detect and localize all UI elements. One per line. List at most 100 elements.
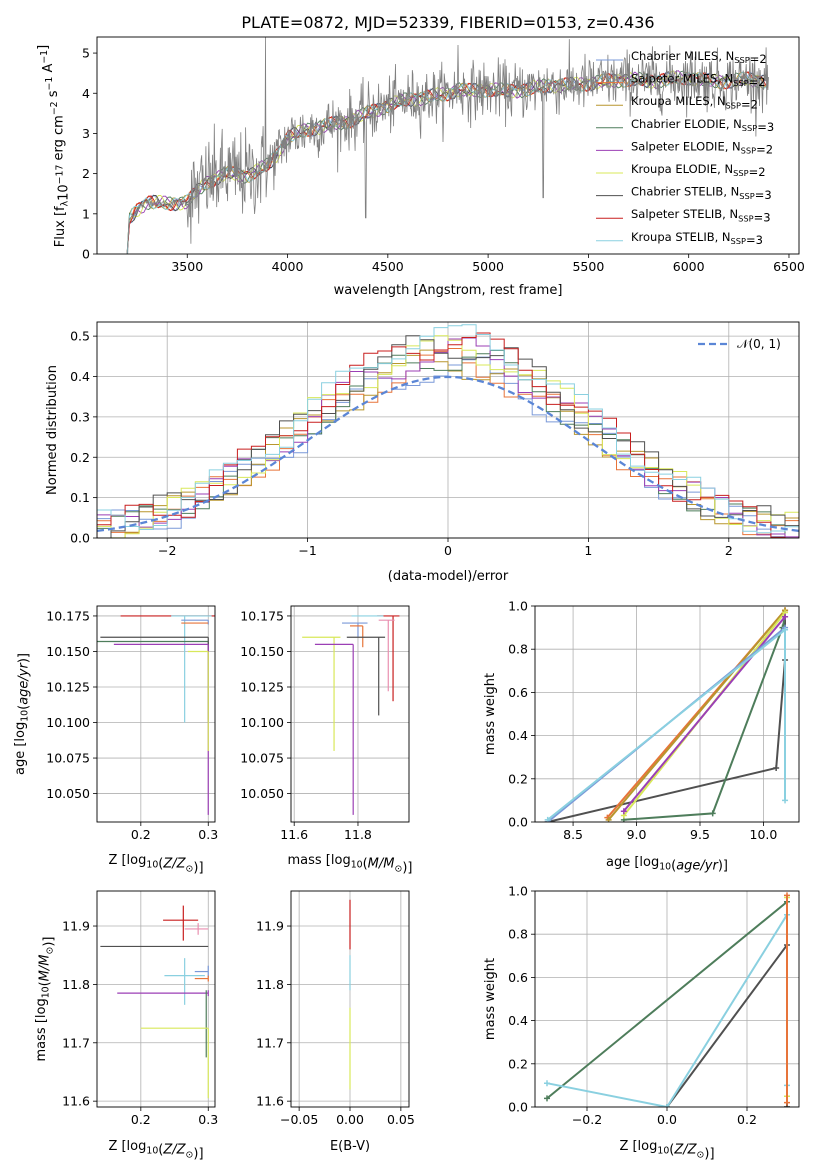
mass-weight-marker [544, 1095, 550, 1102]
y-tick-label: 11.6 [256, 1094, 284, 1109]
x-tick-label: 1 [584, 543, 592, 558]
y-tick-label: 0.2 [70, 450, 90, 465]
y-tick-label: 10.125 [240, 680, 284, 695]
mass-weight-marker [782, 626, 789, 633]
x-axis-label: E(B-V) [330, 1139, 370, 1154]
legend-entry: Kroupa MILES, NSSP=2 [631, 94, 758, 111]
axes-mass_vs_Z [93, 891, 215, 1111]
x-tick-label: 0.2 [131, 1112, 151, 1127]
axes-spectrum [93, 52, 790, 258]
gaussian-curve [97, 375, 799, 533]
y-axis-label: mass weight [483, 958, 498, 1040]
legend-entry: Chabrier STELIB, NSSP=3 [631, 185, 772, 202]
y-tick-label: 10.150 [46, 644, 90, 659]
legend-entry: Kroupa STELIB, NSSP=3 [631, 230, 763, 247]
x-tick-label: 0.3 [198, 1112, 218, 1127]
y-tick-label: 0.6 [508, 970, 528, 985]
histogram-step [97, 349, 799, 538]
y-tick-label: 10.075 [46, 751, 90, 766]
legend-entry: Chabrier ELODIE, NSSP=3 [631, 117, 774, 134]
x-tick-label: 0.3 [198, 827, 218, 842]
plot-area-spectrum [126, 37, 769, 254]
plot-area-residuals [97, 324, 799, 538]
x-tick-label: 9.5 [690, 827, 710, 842]
x-tick-label: 8.5 [563, 827, 583, 842]
y-tick-label: 10.175 [240, 608, 284, 623]
legend-entry: Kroupa ELODIE, NSSP=2 [631, 162, 766, 179]
y-tick-label: 0.2 [508, 1056, 528, 1071]
mass-weight-line [623, 616, 786, 812]
x-tick-label: 9.0 [627, 827, 647, 842]
y-tick-label: 0.0 [508, 815, 528, 830]
x-tick-label: −1 [298, 543, 316, 558]
x-axis-label: mass [log10(M/M⊙)] [288, 853, 413, 875]
y-tick-label: 11.8 [256, 977, 284, 992]
histogram-step [97, 337, 799, 538]
y-tick-label: 0.4 [508, 728, 528, 743]
axes-frame-age_vs_mass [290, 605, 410, 823]
mass-weight-marker [620, 808, 627, 815]
axes-frame-spectrum [96, 36, 800, 255]
y-tick-label: 10.075 [240, 751, 284, 766]
axes-age_vs_Z [93, 606, 215, 826]
y-tick-label: 11.9 [62, 919, 90, 934]
plot-area-mw_vs_age [544, 607, 789, 822]
x-tick-label: 6500 [773, 259, 805, 274]
y-tick-label: 0.2 [508, 771, 528, 786]
x-tick-label: −2 [158, 543, 176, 558]
x-axis-label: age [log10(age/yr)] [606, 855, 728, 874]
y-tick-label: 10.100 [240, 715, 284, 730]
y-tick-label: 1 [82, 206, 90, 221]
x-tick-label: 0.2 [737, 1112, 757, 1127]
y-tick-label: 10.050 [240, 786, 284, 801]
x-tick-label: 0.05 [387, 1112, 415, 1127]
axes-frame-mass_vs_ebv [290, 890, 410, 1108]
x-tick-label: 11.6 [280, 827, 308, 842]
legend-entry: Chabrier MILES, NSSP=2 [631, 49, 767, 66]
mass-weight-marker [773, 765, 780, 771]
y-tick-label: 0.8 [508, 927, 528, 942]
x-tick-label: 0.0 [657, 1112, 677, 1127]
mass-weight-line [623, 616, 786, 821]
y-tick-label: 1.0 [508, 599, 528, 614]
x-tick-label: −0.05 [280, 1112, 318, 1127]
y-tick-label: 11.7 [256, 1035, 284, 1050]
x-tick-label: 5000 [472, 259, 504, 274]
y-tick-label: 0.3 [70, 409, 90, 424]
x-tick-label: 10.0 [750, 827, 778, 842]
y-axis-label: age [log10(age/yr)] [13, 653, 32, 775]
y-tick-label: 11.9 [256, 919, 284, 934]
mass-weight-line [666, 941, 788, 1107]
y-tick-label: 10.100 [46, 715, 90, 730]
legend-entry: Salpeter STELIB, NSSP=3 [631, 207, 771, 224]
axes-mw_vs_age [531, 605, 799, 826]
y-tick-label: 5 [82, 46, 90, 61]
y-axis-label: Flux [fλ10−17 erg cm−2 s−1 A−1] [36, 45, 72, 247]
y-axis-label: mass [log10(M/M⊙)] [34, 937, 56, 1062]
y-tick-label: 0.5 [70, 329, 90, 344]
mass-weight-marker [784, 1099, 790, 1106]
y-axis-label: Normed distribution [45, 365, 60, 495]
figure-title: PLATE=0872, MJD=52339, FIBERID=0153, z=0… [241, 13, 654, 32]
axes-frame-mass_vs_Z [96, 890, 216, 1108]
legend-gaussian-label: 𝒩(0, 1) [737, 337, 781, 351]
y-tick-label: 10.150 [240, 644, 284, 659]
x-tick-label: 5500 [572, 259, 604, 274]
x-tick-label: 4000 [272, 259, 304, 274]
mass-weight-line [607, 609, 786, 821]
y-tick-label: 0.1 [70, 490, 90, 505]
histogram-step [97, 324, 799, 534]
model-spectrum-line [126, 70, 768, 254]
x-axis-label: Z [log10(Z/Z⊙)] [619, 1139, 714, 1161]
y-tick-label: 0.8 [508, 642, 528, 657]
y-tick-label: 0.0 [508, 1100, 528, 1115]
y-tick-label: 11.6 [62, 1094, 90, 1109]
mass-weight-marker [782, 613, 789, 620]
axes-frame-age_vs_Z [96, 605, 216, 823]
x-tick-label: 3500 [171, 259, 203, 274]
y-tick-label: 0.0 [70, 531, 90, 546]
y-tick-label: 1.0 [508, 884, 528, 899]
axes-mass_vs_ebv [287, 891, 409, 1111]
x-tick-label: 0.00 [336, 1112, 364, 1127]
